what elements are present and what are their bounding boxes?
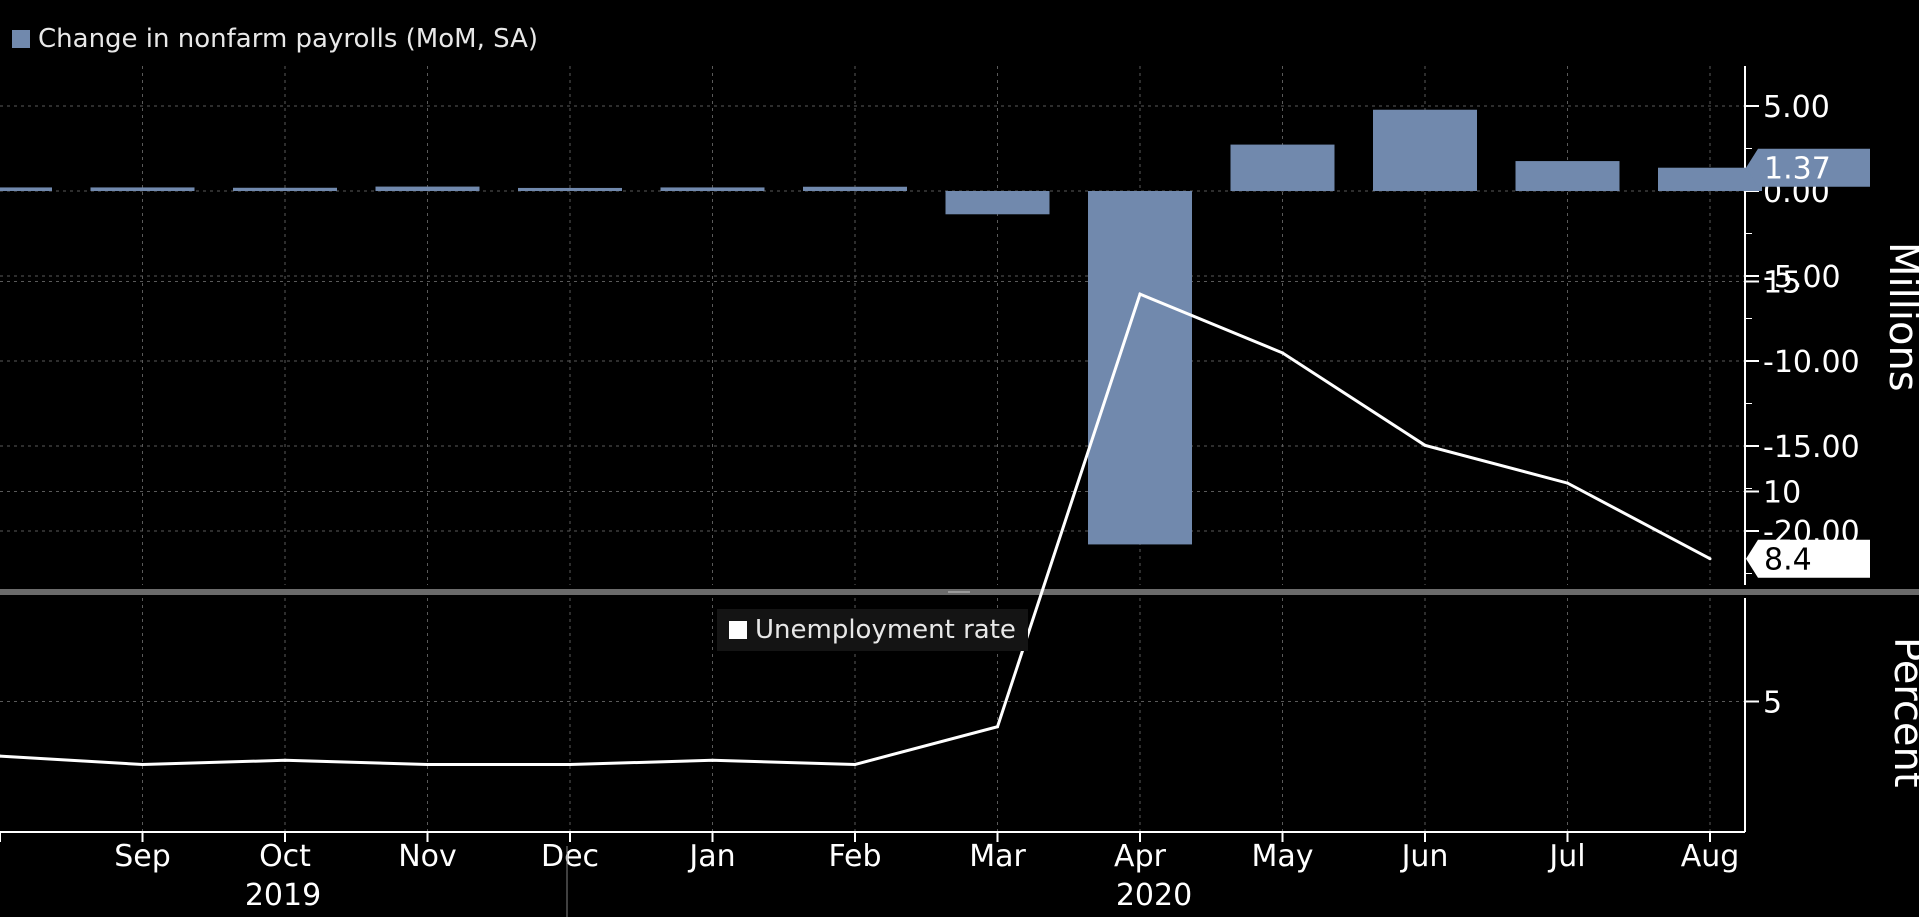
payrolls-last-value-label: 1.37 [1764,152,1831,187]
x-month-label: Dec [541,839,599,874]
payroll-bar [518,187,622,191]
unemployment-point [426,763,429,766]
x-month-label: Oct [259,839,311,874]
unemployment-legend-swatch [729,621,747,639]
payroll-bar [945,191,1050,215]
x-month-label: May [1251,839,1313,874]
x-month-label: Sep [114,839,171,874]
x-month-label: Jan [687,839,735,874]
unemployment-point [853,763,857,766]
payroll-bar [233,187,337,191]
top-axis-title: Millions [1880,242,1919,392]
top-tick-label: -5.00 [1763,260,1841,295]
unemployment-point [283,758,287,762]
bottom-axis-title: Percent [1885,637,1919,788]
x-year-label-2020: 2020 [1116,878,1192,913]
unemployment-point [1281,351,1284,355]
bottom-tick-label: 10 [1763,476,1801,511]
payrolls-last-value-flag [1746,148,1870,187]
payroll-bar [660,187,765,191]
payroll-bar [0,187,52,191]
unemployment-legend-label: Unemployment rate [755,615,1016,645]
x-year-label-2019: 2019 [245,878,321,913]
payroll-bar [1658,167,1762,191]
payroll-bar [1088,191,1192,545]
unemployment-last-value-flag [1746,539,1870,578]
bottom-tick-label: 15 [1763,266,1801,301]
unemployment-point [711,758,714,762]
bottom-tick-label: 5 [1763,686,1782,721]
unemployment-last-value-label: 8.4 [1764,543,1812,578]
unemployment-point [996,725,999,729]
unemployment-point [141,763,144,766]
payrolls-legend: Change in nonfarm payrolls (MoM, SA) [12,24,538,54]
top-tick-label: -15.00 [1763,430,1860,465]
x-month-label: Aug [1681,839,1740,874]
unemployment-point [1566,481,1569,485]
payroll-bar [375,186,480,191]
x-month-label: Apr [1114,839,1167,874]
x-month-label: Jul [1547,839,1585,874]
unemployment-point [1423,443,1427,447]
payrolls-legend-swatch [12,30,30,48]
top-tick-label: -10.00 [1763,345,1860,380]
top-tick-label: 5.00 [1763,90,1830,125]
unemployment-point [0,754,2,758]
payroll-bar [1230,144,1335,191]
x-month-label: Feb [828,839,881,874]
x-month-label: Nov [398,839,457,874]
x-month-label: Mar [969,839,1026,874]
payroll-bar [1373,109,1477,191]
unemployment-point [1708,557,1712,561]
payroll-bar [1515,161,1620,191]
unemployment-point [1138,292,1142,296]
unemployment-legend: Unemployment rate [717,609,1028,651]
payroll-bar [803,186,907,191]
unemployment-point [568,763,572,766]
payroll-bar [90,187,195,191]
x-month-label: Jun [1400,839,1449,874]
payrolls-legend-label: Change in nonfarm payrolls (MoM, SA) [38,24,539,54]
